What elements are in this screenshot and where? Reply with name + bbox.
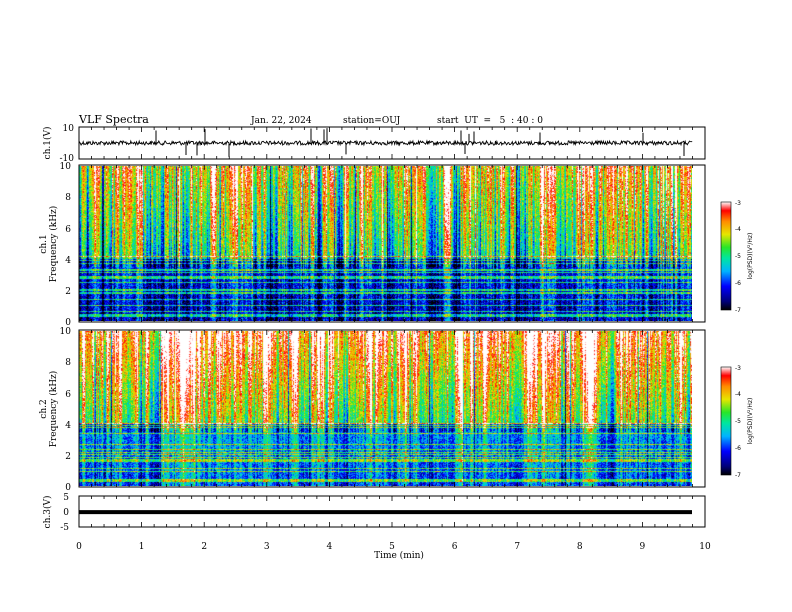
x-tick-label: 8 [577,542,583,552]
ytick-label: 10 [63,124,75,134]
y-axis-label: ch.1(V) [42,127,53,160]
colorbar-tick: -5 [735,253,741,260]
ytick-label: 0 [63,508,69,518]
x-tick-label: 3 [264,542,270,552]
panel-ch3-waveform: 5 0 -5 ch.3(V) [42,493,706,533]
colorbar-tick: -4 [735,391,741,398]
colorbar-gradient [720,366,732,476]
colorbar-tick: -3 [735,200,741,207]
y-axis-label-channel: ch.1 [39,234,49,253]
ch1-spikes [155,128,685,157]
ytick-label: 6 [65,390,71,400]
x-axis-label: Time (min) [374,550,424,561]
colorbar-gradient [720,201,732,311]
x-tick-label: 7 [514,542,520,552]
x-tick-label: 2 [201,542,207,552]
ytick-label: 0 [65,318,71,328]
ytick-label: 2 [65,452,71,462]
y-axis-label: ch.3(V) [42,496,53,529]
x-tick-label: 0 [76,542,82,552]
x-tick-label: 6 [452,542,458,552]
x-tick-labels: 0 1 2 3 4 5 6 7 8 9 10 [76,542,711,552]
ytick-labels: 0 2 4 6 8 10 [60,327,72,493]
colorbar-tick: -7 [735,307,741,314]
colorbar-label: log(PSD)(V²/Hz) [747,233,754,280]
ytick-label: 4 [65,421,71,431]
ytick-label: 6 [65,225,71,235]
ytick-label: 10 [60,162,72,172]
ch1-spectrogram-image [79,166,692,321]
panel-ticks [78,127,706,159]
ytick-label: 8 [65,358,71,368]
ytick-label: 8 [65,193,71,203]
x-tick-label: 9 [640,542,646,552]
x-tick-label: 4 [327,542,333,552]
ytick-label: 5 [63,493,69,503]
panel-ch1-waveform: 10 -10 ch.1(V) [42,124,706,164]
ytick-labels: 0 2 4 6 8 10 [60,162,72,328]
x-tick-label: 1 [139,542,145,552]
chart-title: VLF Spectra [78,113,149,126]
ch1-waveform-line [78,139,693,147]
colorbar-tick: -7 [735,472,741,479]
ch2-spectrogram-image [79,331,692,486]
y-axis-label-channel: ch.2 [39,399,49,418]
colorbar-label: log(PSD)(V²/Hz) [747,398,754,445]
ytick-label: 2 [65,287,71,297]
panel-ticks [78,330,706,487]
panel-ticks [78,165,706,322]
start-time-label: start UT = 5 : 40 : 0 [437,116,543,126]
colorbar-ch1: -3 -4 -5 -6 -7 log(PSD)(V²/Hz) [720,200,754,314]
colorbar-ch2: -3 -4 -5 -6 -7 log(PSD)(V²/Hz) [720,365,754,479]
colorbar-tick: -6 [735,445,741,452]
colorbar-tick: -5 [735,418,741,425]
panel-ticks [78,496,706,527]
ytick-label: 0 [65,483,71,493]
colorbar-tick: -6 [735,280,741,287]
date-label: Jan. 22, 2024 [250,116,312,126]
colorbar-tick: -4 [735,226,741,233]
y-axis-label-frequency: Frequency (kHz) [48,371,59,448]
ytick-label: -5 [60,523,69,533]
panel-ch2-spectrogram: 0 2 4 6 8 10 ch.2 Frequency (kHz) -3 -4 … [39,327,754,493]
panel-ch1-spectrogram: 0 2 4 6 8 10 ch.1 Frequency (kHz) -3 -4 … [39,162,754,328]
ytick-label: 10 [60,327,72,337]
ytick-label: -10 [60,154,75,164]
y-axis-label-frequency: Frequency (kHz) [48,206,59,283]
x-tick-label: 5 [389,542,395,552]
station-label: station=OUJ [343,116,401,126]
colorbar-tick: -3 [735,365,741,372]
x-tick-label: 10 [699,542,711,552]
ytick-label: 4 [65,256,71,266]
